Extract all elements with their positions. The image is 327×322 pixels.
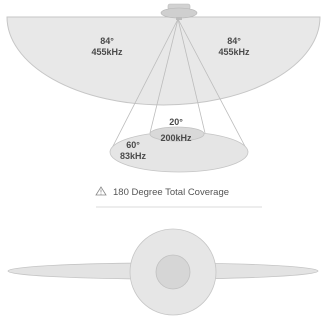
left-beam-angle: 84° <box>100 36 114 46</box>
bottom-narrow-beam <box>155 254 191 290</box>
narrow-beam-frequency: 200kHz <box>160 133 192 143</box>
bottom-coverage-view <box>7 228 319 316</box>
right-beam-frequency: 455kHz <box>218 47 250 57</box>
wide-beam-angle: 60° <box>126 140 140 150</box>
wide-beam-frequency: 83kHz <box>120 151 147 161</box>
coverage-caption: 180 Degree Total Coverage <box>113 187 229 198</box>
narrow-beam-cone <box>149 126 205 142</box>
narrow-beam-angle: 20° <box>169 117 183 127</box>
left-beam-frequency: 455kHz <box>91 47 123 57</box>
transducer-icon <box>160 3 198 20</box>
side-beam-arc <box>6 16 321 106</box>
warning-triangle-icon <box>95 186 107 196</box>
beam-lines <box>109 18 249 153</box>
right-beam-angle: 84° <box>227 36 241 46</box>
